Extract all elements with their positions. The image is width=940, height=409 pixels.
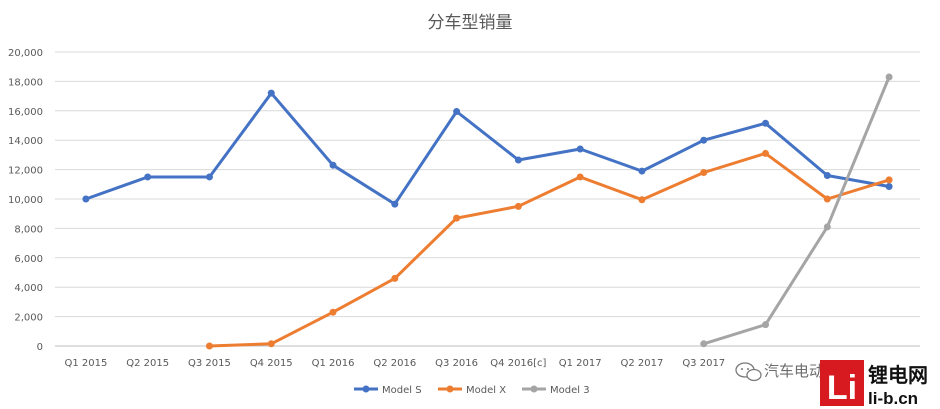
legend-label: Model X <box>466 385 506 396</box>
x-tick-label: Q1 2017 <box>559 358 602 369</box>
legend-label: Model S <box>382 385 422 396</box>
legend-item: Model X <box>438 385 506 396</box>
data-point <box>762 149 770 157</box>
x-axis-ticks: Q1 2015 Q2 2015 Q3 2015 Q4 2015 Q1 2016 Q2 20… <box>64 358 725 369</box>
data-point <box>144 173 152 181</box>
series-model-3 <box>700 73 893 348</box>
x-tick-label: Q3 2017 <box>682 358 725 369</box>
data-point <box>823 171 831 179</box>
y-tick-label: 20,000 <box>8 48 43 59</box>
y-tick-label: 4,000 <box>14 283 43 294</box>
data-point <box>453 108 461 116</box>
data-point <box>391 274 399 282</box>
legend-label: Model 3 <box>550 385 590 396</box>
brand-logo-box <box>820 360 864 406</box>
legend-swatch-marker <box>362 385 370 393</box>
series-line <box>702 75 891 346</box>
grid-layer <box>55 51 920 347</box>
data-point <box>638 196 646 204</box>
x-tick-label: Q2 2016 <box>373 358 416 369</box>
y-tick-label: 14,000 <box>8 136 43 147</box>
y-tick-label: 8,000 <box>14 224 43 235</box>
y-tick-label: 2,000 <box>14 313 43 324</box>
data-point <box>329 161 337 169</box>
y-tick-label: 6,000 <box>14 254 43 265</box>
data-point <box>885 73 893 81</box>
series-line <box>208 151 891 348</box>
series-layer <box>82 73 893 350</box>
data-point <box>700 169 708 177</box>
brand-title: 锂电网 <box>868 363 928 387</box>
x-tick-label: Q2 2017 <box>621 358 664 369</box>
legend-swatch-marker <box>446 385 454 393</box>
data-point <box>82 195 90 203</box>
data-point <box>329 308 337 316</box>
data-point <box>885 176 893 184</box>
data-point <box>205 342 213 350</box>
series-model-x <box>205 149 893 350</box>
y-tick-label: 18,000 <box>8 77 43 88</box>
chart-title: 分车型销量 <box>428 13 513 33</box>
series-line <box>84 91 891 206</box>
y-axis-ticks: 0 2,000 4,000 6,000 8,000 10,000 12,000 14,000 1… <box>8 48 43 353</box>
data-point <box>762 119 770 127</box>
data-point <box>514 202 522 210</box>
data-point <box>638 167 646 175</box>
data-point <box>823 195 831 203</box>
brand-glyph: Li <box>827 369 857 407</box>
data-point <box>267 340 275 348</box>
x-tick-label: Q4 2016[c] <box>490 358 546 369</box>
data-point <box>514 156 522 164</box>
data-point <box>885 183 893 191</box>
y-tick-label: 16,000 <box>8 107 43 118</box>
data-point <box>823 223 831 231</box>
x-tick-label: Q2 2015 <box>126 358 169 369</box>
series-model-s <box>82 89 893 208</box>
y-tick-label: 12,000 <box>8 166 43 177</box>
y-tick-label: 0 <box>37 342 43 353</box>
data-point <box>391 200 399 208</box>
data-point <box>453 214 461 222</box>
data-point <box>700 136 708 144</box>
x-tick-label: Q3 2016 <box>435 358 478 369</box>
legend: Model S Model X Model 3 <box>354 385 590 396</box>
data-point <box>576 145 584 153</box>
data-point <box>700 340 708 348</box>
x-tick-label: Q1 2016 <box>312 358 355 369</box>
brand-url: li-b.cn <box>868 389 918 408</box>
x-tick-label: Q1 2015 <box>64 358 107 369</box>
data-point <box>762 321 770 329</box>
legend-item: Model 3 <box>522 385 590 396</box>
data-point <box>205 173 213 181</box>
y-tick-label: 10,000 <box>8 195 43 206</box>
x-tick-label: Q3 2015 <box>188 358 231 369</box>
wechat-icon <box>735 362 762 382</box>
brand-logo: Li 锂电网 li-b.cn <box>820 360 928 408</box>
data-point <box>267 89 275 97</box>
x-tick-label: Q4 2015 <box>250 358 293 369</box>
legend-swatch-marker <box>530 385 538 393</box>
legend-item: Model S <box>354 385 422 396</box>
data-point <box>576 173 584 181</box>
